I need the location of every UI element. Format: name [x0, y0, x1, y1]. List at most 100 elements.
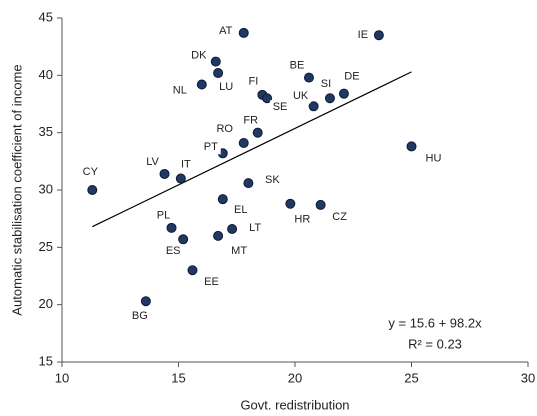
- y-tick-label: 35: [39, 124, 53, 139]
- point: [159, 168, 170, 179]
- y-tick-label: 20: [39, 296, 53, 311]
- point-label: EL: [234, 204, 247, 216]
- point-label: EE: [204, 276, 219, 288]
- point-label: ES: [166, 245, 181, 257]
- label-bg: [175, 157, 196, 172]
- point-label: UK: [293, 90, 309, 102]
- point: [373, 30, 384, 41]
- point: [217, 194, 228, 205]
- trendline: [92, 71, 412, 228]
- label-bg: [129, 309, 150, 324]
- point: [87, 185, 98, 195]
- point-label: CY: [83, 166, 99, 178]
- label-bg: [215, 23, 236, 38]
- point-label: LU: [219, 81, 233, 93]
- point-label: FR: [243, 115, 258, 127]
- point-label: MT: [231, 245, 247, 257]
- point: [175, 173, 186, 184]
- y-tick-label: 30: [39, 181, 53, 196]
- label-bg: [200, 140, 221, 155]
- point: [285, 198, 296, 209]
- point: [338, 88, 349, 99]
- label-bg: [214, 121, 235, 136]
- point-label: AT: [219, 25, 233, 37]
- point: [406, 141, 417, 152]
- label-bg: [262, 173, 283, 188]
- x-tick-label: 10: [55, 370, 69, 385]
- point-label: PL: [157, 210, 170, 222]
- point: [324, 93, 335, 104]
- point: [178, 234, 189, 245]
- point-label: LV: [146, 156, 159, 168]
- label-bg: [341, 69, 362, 84]
- point: [243, 178, 254, 189]
- y-tick-label: 40: [39, 67, 53, 82]
- y-axis-title: Automatic stabilisation coefficient of i…: [9, 64, 24, 315]
- annotation: R² = 0.23: [408, 336, 462, 351]
- point: [238, 137, 249, 148]
- y-tick-label: 15: [39, 353, 53, 368]
- point-label: SE: [273, 101, 288, 113]
- point: [187, 265, 198, 276]
- point: [196, 79, 207, 90]
- point-label: SK: [265, 174, 280, 186]
- label-bg: [243, 74, 264, 89]
- label-bg: [290, 89, 311, 104]
- x-axis-title: Govt. redistribution: [240, 397, 349, 412]
- label-bg: [163, 244, 184, 259]
- label-bg: [240, 113, 261, 128]
- label-bg: [201, 275, 222, 290]
- label-bg: [315, 77, 336, 92]
- point-label: DK: [191, 49, 207, 61]
- annotation: y = 15.6 + 98.2x: [388, 315, 482, 330]
- label-bg: [270, 100, 291, 115]
- label-bg: [286, 58, 307, 73]
- point-label: DE: [344, 71, 359, 83]
- y-tick-label: 25: [39, 239, 53, 254]
- point: [315, 199, 326, 210]
- point-label: SI: [321, 78, 331, 90]
- point-label: BE: [290, 60, 305, 72]
- label-bg: [245, 220, 266, 235]
- point: [227, 223, 238, 234]
- point-label: CZ: [332, 211, 347, 223]
- label-bg: [423, 151, 444, 166]
- label-bg: [80, 165, 101, 179]
- point-label: LT: [249, 222, 261, 234]
- label-bg: [329, 209, 350, 224]
- point: [303, 72, 314, 83]
- label-bg: [188, 48, 209, 63]
- x-tick-label: 20: [288, 370, 302, 385]
- label-bg: [142, 154, 163, 169]
- x-tick-label: 30: [521, 370, 535, 385]
- point: [213, 230, 224, 241]
- label-bg: [230, 203, 251, 218]
- point: [166, 222, 177, 233]
- x-tick-label: 15: [171, 370, 185, 385]
- point-label: IE: [358, 29, 368, 41]
- point: [213, 68, 224, 79]
- point: [262, 93, 273, 104]
- point-label: HR: [294, 214, 310, 226]
- label-bg: [292, 212, 313, 227]
- label-bg: [153, 208, 174, 223]
- point: [308, 101, 319, 112]
- point: [238, 27, 249, 38]
- point-label: RO: [216, 123, 233, 135]
- label-bg: [216, 80, 237, 95]
- point-label: PT: [204, 141, 218, 153]
- label-bg: [229, 243, 250, 258]
- x-tick-label: 25: [404, 370, 418, 385]
- label-bg: [169, 83, 190, 98]
- point-label: IT: [181, 158, 191, 170]
- point-label: FI: [248, 76, 258, 88]
- point: [210, 56, 221, 67]
- point-label: HU: [426, 152, 442, 164]
- point-label: BG: [132, 310, 148, 322]
- point: [252, 127, 263, 138]
- point-label: NL: [173, 84, 187, 96]
- label-bg: [352, 28, 373, 43]
- point: [140, 296, 151, 307]
- y-tick-label: 45: [39, 9, 53, 24]
